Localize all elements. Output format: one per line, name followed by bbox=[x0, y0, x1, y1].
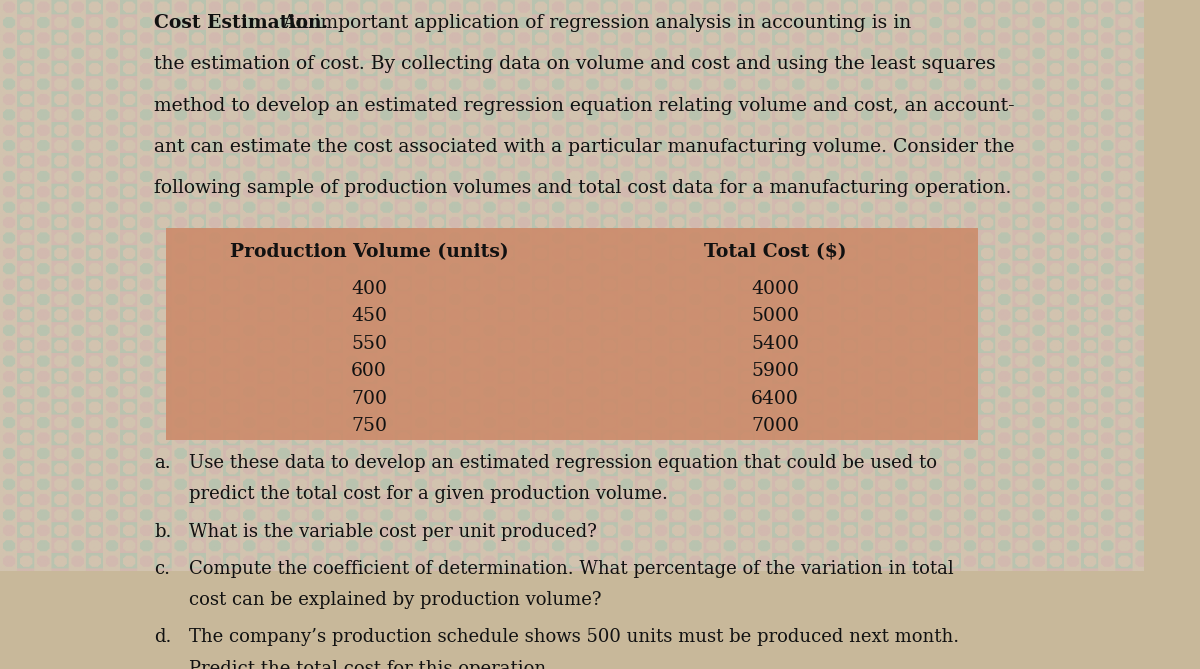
Text: b.: b. bbox=[155, 522, 172, 541]
Text: the estimation of cost. By collecting data on volume and cost and using the leas: the estimation of cost. By collecting da… bbox=[155, 56, 996, 74]
Bar bbox=[166, 228, 978, 440]
Text: Production Volume (units): Production Volume (units) bbox=[229, 243, 508, 261]
Text: What is the variable cost per unit produced?: What is the variable cost per unit produ… bbox=[188, 522, 596, 541]
Text: 550: 550 bbox=[350, 334, 386, 353]
Text: Compute the coefficient of determination. What percentage of the variation in to: Compute the coefficient of determination… bbox=[188, 560, 954, 578]
Text: 5400: 5400 bbox=[751, 334, 799, 353]
Text: 4000: 4000 bbox=[751, 280, 799, 298]
Text: 5900: 5900 bbox=[751, 362, 799, 380]
Text: ant can estimate the cost associated with a particular manufacturing volume. Con: ant can estimate the cost associated wit… bbox=[155, 138, 1015, 156]
Text: a.: a. bbox=[155, 454, 172, 472]
Text: Total Cost ($): Total Cost ($) bbox=[703, 243, 846, 261]
Text: 7000: 7000 bbox=[751, 417, 799, 435]
Text: 700: 700 bbox=[350, 389, 386, 407]
Text: c.: c. bbox=[155, 560, 170, 578]
Text: The company’s production schedule shows 500 units must be produced next month.: The company’s production schedule shows … bbox=[188, 628, 959, 646]
Text: method to develop an estimated regression equation relating volume and cost, an : method to develop an estimated regressio… bbox=[155, 96, 1015, 114]
Text: An important application of regression analysis in accounting is in: An important application of regression a… bbox=[277, 14, 911, 32]
Text: 5000: 5000 bbox=[751, 307, 799, 325]
Text: 750: 750 bbox=[350, 417, 386, 435]
Text: cost can be explained by production volume?: cost can be explained by production volu… bbox=[188, 591, 601, 609]
Text: 450: 450 bbox=[350, 307, 386, 325]
Text: Predict the total cost for this operation.: Predict the total cost for this operatio… bbox=[188, 660, 552, 669]
Text: predict the total cost for a given production volume.: predict the total cost for a given produ… bbox=[188, 486, 667, 504]
Text: 6400: 6400 bbox=[751, 389, 799, 407]
Text: Cost Estimation.: Cost Estimation. bbox=[155, 14, 329, 32]
Text: d.: d. bbox=[155, 628, 172, 646]
Text: following sample of production volumes and total cost data for a manufacturing o: following sample of production volumes a… bbox=[155, 179, 1012, 197]
Text: Use these data to develop an estimated regression equation that could be used to: Use these data to develop an estimated r… bbox=[188, 454, 937, 472]
Text: 600: 600 bbox=[350, 362, 386, 380]
Text: 400: 400 bbox=[350, 280, 386, 298]
